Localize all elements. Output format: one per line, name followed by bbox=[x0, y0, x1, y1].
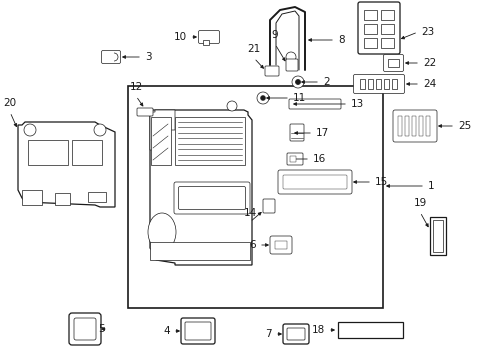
Bar bbox=[364, 38, 377, 48]
Circle shape bbox=[261, 95, 266, 100]
FancyBboxPatch shape bbox=[263, 199, 275, 213]
Circle shape bbox=[24, 124, 36, 136]
Text: 23: 23 bbox=[421, 27, 434, 37]
Text: 3: 3 bbox=[145, 52, 151, 62]
Bar bbox=[381, 24, 394, 34]
Text: 14: 14 bbox=[244, 208, 257, 218]
Text: 18: 18 bbox=[312, 325, 325, 335]
Polygon shape bbox=[18, 122, 115, 207]
Bar bbox=[381, 10, 394, 20]
Circle shape bbox=[94, 124, 106, 136]
FancyBboxPatch shape bbox=[101, 50, 121, 63]
FancyBboxPatch shape bbox=[178, 186, 245, 210]
Text: 6: 6 bbox=[249, 240, 256, 250]
Circle shape bbox=[292, 76, 304, 88]
Circle shape bbox=[257, 92, 269, 104]
Bar bbox=[22, 190, 42, 205]
Text: 21: 21 bbox=[247, 44, 261, 54]
Text: 24: 24 bbox=[423, 79, 436, 89]
Bar bbox=[175, 117, 245, 165]
Text: 4: 4 bbox=[163, 326, 170, 336]
Bar bbox=[433, 220, 443, 252]
Bar bbox=[368, 79, 373, 89]
FancyBboxPatch shape bbox=[290, 124, 304, 141]
Ellipse shape bbox=[148, 213, 176, 251]
Bar bbox=[364, 24, 377, 34]
FancyBboxPatch shape bbox=[181, 318, 215, 344]
Text: 10: 10 bbox=[174, 32, 187, 42]
FancyBboxPatch shape bbox=[384, 54, 403, 72]
Bar bbox=[88, 192, 106, 202]
Text: 20: 20 bbox=[3, 98, 17, 108]
FancyBboxPatch shape bbox=[287, 328, 305, 340]
FancyBboxPatch shape bbox=[283, 175, 347, 189]
Bar bbox=[72, 140, 102, 165]
Text: 8: 8 bbox=[338, 35, 344, 45]
Bar bbox=[128, 86, 383, 308]
Bar bbox=[290, 156, 296, 162]
Bar bbox=[388, 59, 399, 67]
FancyBboxPatch shape bbox=[185, 322, 211, 340]
FancyBboxPatch shape bbox=[358, 2, 400, 54]
FancyBboxPatch shape bbox=[287, 153, 303, 165]
Bar bbox=[55, 193, 70, 205]
Circle shape bbox=[227, 101, 237, 111]
Bar bbox=[419, 116, 423, 136]
Text: 19: 19 bbox=[414, 198, 427, 208]
FancyBboxPatch shape bbox=[137, 108, 153, 116]
Text: 13: 13 bbox=[351, 99, 364, 109]
Text: 11: 11 bbox=[293, 93, 306, 103]
Text: 2: 2 bbox=[323, 77, 330, 87]
Bar bbox=[28, 140, 68, 165]
FancyBboxPatch shape bbox=[74, 318, 96, 340]
Text: 17: 17 bbox=[316, 128, 329, 138]
Bar bbox=[381, 38, 394, 48]
FancyBboxPatch shape bbox=[283, 324, 309, 344]
FancyBboxPatch shape bbox=[265, 66, 279, 76]
Polygon shape bbox=[150, 110, 252, 265]
Bar bbox=[376, 79, 381, 89]
FancyBboxPatch shape bbox=[270, 236, 292, 254]
Bar bbox=[392, 79, 397, 89]
FancyBboxPatch shape bbox=[393, 110, 437, 142]
FancyBboxPatch shape bbox=[198, 31, 220, 44]
Circle shape bbox=[286, 52, 296, 62]
Bar bbox=[150, 242, 250, 260]
FancyBboxPatch shape bbox=[278, 170, 352, 194]
Bar bbox=[275, 241, 287, 249]
Bar bbox=[151, 117, 171, 165]
FancyBboxPatch shape bbox=[286, 59, 298, 71]
FancyBboxPatch shape bbox=[174, 182, 250, 214]
Polygon shape bbox=[150, 110, 175, 150]
Text: 15: 15 bbox=[375, 177, 388, 187]
Text: 16: 16 bbox=[313, 154, 326, 164]
Bar bbox=[364, 10, 377, 20]
Text: 22: 22 bbox=[423, 58, 436, 68]
Text: 25: 25 bbox=[458, 121, 471, 131]
Text: 7: 7 bbox=[266, 329, 272, 339]
Bar bbox=[426, 116, 430, 136]
Bar bbox=[203, 40, 209, 45]
Bar bbox=[405, 116, 409, 136]
Bar bbox=[384, 79, 389, 89]
Text: 5: 5 bbox=[98, 324, 105, 334]
Bar bbox=[360, 79, 365, 89]
FancyBboxPatch shape bbox=[289, 99, 341, 109]
Bar bbox=[398, 116, 402, 136]
Text: 9: 9 bbox=[271, 30, 278, 40]
Bar bbox=[412, 116, 416, 136]
FancyBboxPatch shape bbox=[353, 75, 405, 94]
Circle shape bbox=[295, 80, 300, 85]
FancyBboxPatch shape bbox=[69, 313, 101, 345]
Bar bbox=[430, 217, 446, 255]
Bar bbox=[338, 322, 403, 338]
Text: 12: 12 bbox=[129, 82, 143, 92]
Text: 1: 1 bbox=[428, 181, 435, 191]
